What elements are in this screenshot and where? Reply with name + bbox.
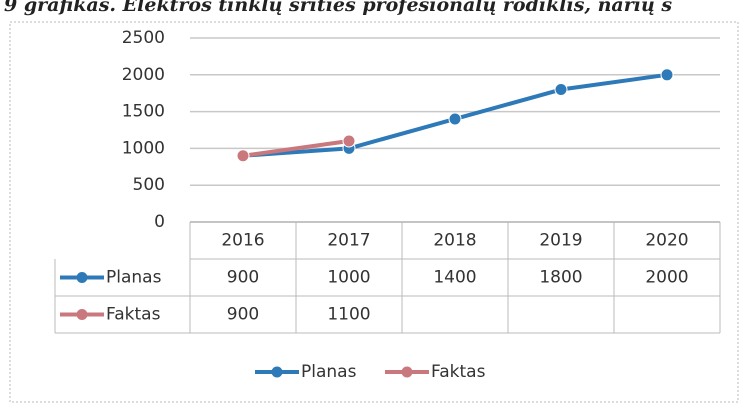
table-value: 900 xyxy=(227,268,259,288)
x-tick-label: 2018 xyxy=(433,231,476,251)
point xyxy=(554,83,568,97)
table-value: 1000 xyxy=(327,268,370,288)
point xyxy=(236,149,250,163)
table-key-marker xyxy=(76,309,88,320)
y-tick-label: 1000 xyxy=(122,138,165,158)
table-key-marker xyxy=(76,272,88,283)
legend-marker xyxy=(401,366,413,378)
legend-label: Faktas xyxy=(431,362,486,382)
chart-frame xyxy=(9,21,739,403)
y-tick-label: 0 xyxy=(154,212,165,232)
table-value: 900 xyxy=(227,305,259,325)
point xyxy=(342,134,356,148)
y-tick-label: 500 xyxy=(133,175,165,195)
legend-marker xyxy=(271,366,283,378)
x-tick-label: 2019 xyxy=(539,231,582,251)
legend-label: Planas xyxy=(301,362,357,382)
table-value: 1800 xyxy=(539,268,582,288)
x-tick-label: 2017 xyxy=(327,231,370,251)
y-tick-label: 2000 xyxy=(122,65,165,85)
table-value: 2000 xyxy=(645,268,688,288)
table-key-label: Faktas xyxy=(106,305,161,325)
y-tick-label: 2500 xyxy=(122,28,165,48)
table-value: 1400 xyxy=(433,268,476,288)
x-tick-label: 2016 xyxy=(221,231,264,251)
x-tick-label: 2020 xyxy=(645,231,688,251)
series-line xyxy=(242,139,350,158)
chart-title: 9 grafikas. Elektros tinklų srities prof… xyxy=(4,0,672,16)
table-value: 1100 xyxy=(327,305,370,325)
y-tick-label: 1500 xyxy=(122,102,165,122)
point xyxy=(660,68,674,82)
table-key-label: Planas xyxy=(106,268,162,288)
point xyxy=(448,112,462,126)
